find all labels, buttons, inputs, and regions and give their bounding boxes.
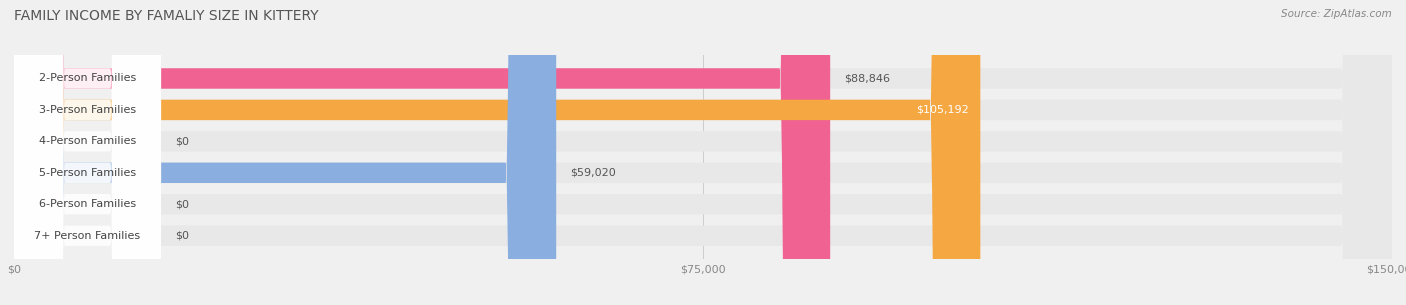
Text: $0: $0 (174, 231, 188, 241)
FancyBboxPatch shape (14, 0, 162, 305)
Text: 5-Person Families: 5-Person Families (39, 168, 136, 178)
FancyBboxPatch shape (14, 0, 162, 305)
FancyBboxPatch shape (14, 0, 1392, 305)
Text: $88,846: $88,846 (844, 74, 890, 84)
FancyBboxPatch shape (14, 0, 1392, 305)
FancyBboxPatch shape (14, 0, 1392, 305)
Text: 3-Person Families: 3-Person Families (39, 105, 136, 115)
Text: $105,192: $105,192 (917, 105, 969, 115)
Text: 4-Person Families: 4-Person Families (39, 136, 136, 146)
Text: 7+ Person Families: 7+ Person Families (35, 231, 141, 241)
FancyBboxPatch shape (14, 0, 1392, 305)
FancyBboxPatch shape (14, 0, 557, 305)
FancyBboxPatch shape (14, 0, 162, 305)
Text: Source: ZipAtlas.com: Source: ZipAtlas.com (1281, 9, 1392, 19)
Text: $0: $0 (174, 136, 188, 146)
Text: $59,020: $59,020 (569, 168, 616, 178)
FancyBboxPatch shape (14, 0, 830, 305)
FancyBboxPatch shape (14, 0, 980, 305)
FancyBboxPatch shape (14, 0, 162, 305)
Text: FAMILY INCOME BY FAMALIY SIZE IN KITTERY: FAMILY INCOME BY FAMALIY SIZE IN KITTERY (14, 9, 319, 23)
FancyBboxPatch shape (14, 0, 162, 305)
FancyBboxPatch shape (14, 0, 162, 305)
Text: 2-Person Families: 2-Person Families (39, 74, 136, 84)
FancyBboxPatch shape (14, 0, 1392, 305)
Text: 6-Person Families: 6-Person Families (39, 199, 136, 209)
FancyBboxPatch shape (14, 0, 1392, 305)
Text: $0: $0 (174, 199, 188, 209)
